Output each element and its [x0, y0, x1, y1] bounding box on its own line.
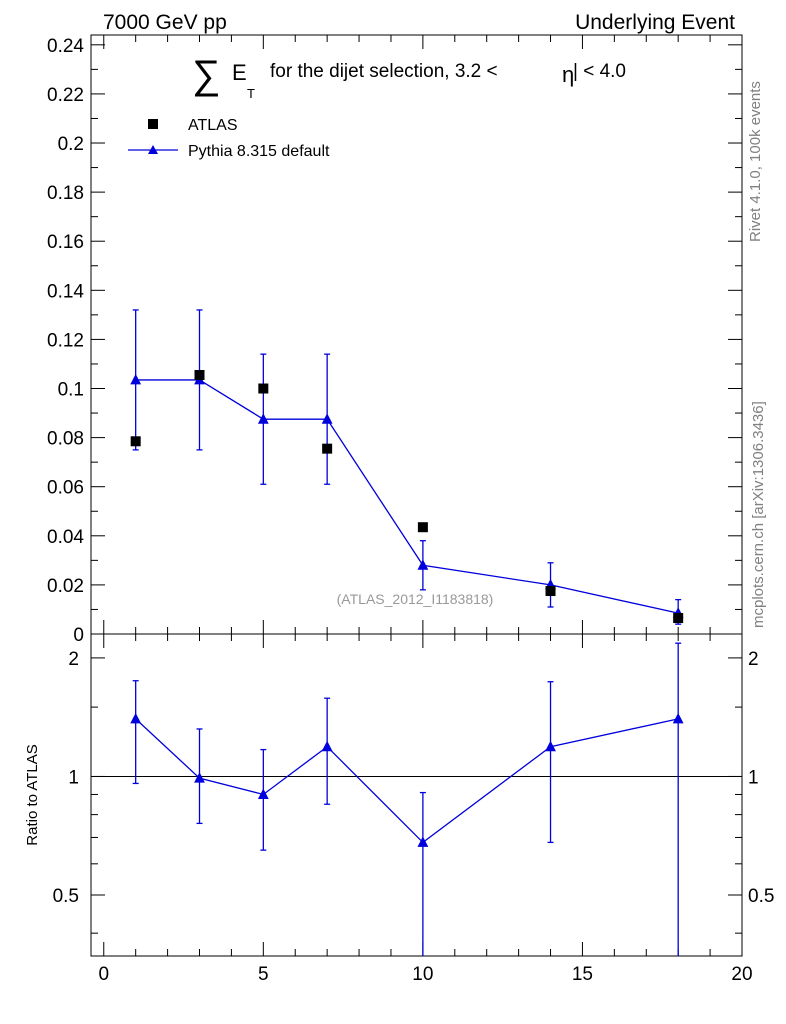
x-tick-label: 5	[258, 964, 269, 985]
atlas-series	[130, 370, 684, 624]
ratio-y-tick-label-right: 2	[748, 649, 759, 670]
side-label-mcplots: mcplots.cern.ch [arXiv:1306.3436]	[750, 401, 767, 628]
x-tick-label: 0	[98, 964, 109, 985]
ratio-point	[672, 712, 684, 724]
x-tick-label: 20	[731, 964, 752, 985]
main-y-tick-label: 0.12	[47, 330, 84, 351]
legend-pythia-label: Pythia 8.315 default	[188, 143, 330, 160]
main-y-tick-label: 0.08	[47, 429, 84, 450]
ratio-point	[194, 772, 205, 783]
atlas-point	[130, 436, 141, 447]
analysis-watermark: (ATLAS_2012_I1183818)	[337, 591, 494, 607]
ratio-line	[135, 718, 679, 844]
legend: ATLAS Pythia 8.315 default	[128, 117, 330, 160]
main-y-tick-label: 0.02	[47, 576, 84, 597]
legend-atlas-marker	[148, 119, 158, 129]
ratio-point	[257, 788, 269, 799]
chart-title: ∑ E T for the dijet selection, 3.2 < η |…	[192, 53, 626, 101]
ratio-y-tick-label: 1	[68, 767, 79, 788]
atlas-point	[258, 383, 269, 394]
atlas-point	[322, 443, 333, 454]
ratio-y-axis: 2 2 1 1 0.5 0.5	[53, 649, 774, 934]
x-tick-label: 15	[572, 964, 593, 985]
main-y-tick-label: 0.18	[47, 183, 84, 204]
legend-pythia-marker	[148, 145, 158, 154]
header-left: 7000 GeV pp	[103, 11, 227, 34]
x-axis: 0 5 10 15 20	[98, 35, 753, 985]
atlas-point	[545, 586, 556, 597]
main-y-tick-label: 0.2	[58, 134, 84, 155]
main-y-tick-label: 0.22	[47, 85, 84, 106]
ratio-point	[417, 836, 429, 847]
title-et-sub: T	[247, 86, 255, 101]
pythia-point	[257, 413, 269, 424]
ratio-series	[130, 642, 684, 956]
pythia-point	[417, 559, 429, 570]
side-label-rivet: Rivet 4.1.0, 100k events	[747, 81, 764, 242]
pythia-series	[130, 309, 684, 625]
ratio-point	[545, 740, 556, 752]
title-et: E	[232, 60, 247, 85]
main-y-axis: 0.24 0.22 0.2 0.18 0.16 0.14 0.12 0.1 0.08 0.06 0.…	[47, 36, 742, 646]
pythia-line	[135, 379, 679, 614]
atlas-point	[673, 613, 684, 624]
ratio-y-tick-label: 2	[68, 649, 79, 670]
main-y-tick-label: 0.14	[47, 281, 84, 302]
ratio-y-axis-label: Ratio to ATLAS	[24, 744, 41, 845]
title-sum-symbol: ∑	[192, 53, 221, 97]
ratio-y-tick-label: 0.5	[53, 886, 79, 907]
ratio-plot-frame	[90, 633, 743, 957]
main-y-tick-label: 0.04	[47, 527, 84, 548]
header-right: Underlying Event	[575, 11, 735, 34]
atlas-point	[417, 522, 428, 533]
legend-atlas-label: ATLAS	[188, 117, 238, 134]
main-y-tick-label: 0.1	[58, 380, 84, 401]
pythia-point	[130, 373, 142, 385]
pythia-point	[321, 413, 333, 424]
x-tick-label: 10	[412, 964, 433, 985]
ratio-point	[130, 712, 142, 724]
title-text: for the dijet selection, 3.2 <	[270, 61, 498, 82]
ratio-y-tick-label-right: 1	[748, 767, 759, 788]
main-y-tick-label: 0	[73, 625, 84, 646]
ratio-y-tick-label-right: 0.5	[748, 886, 774, 907]
main-y-tick-label: 0.06	[47, 478, 84, 499]
main-y-tick-label: 0.24	[47, 36, 84, 57]
ratio-point	[321, 740, 333, 752]
atlas-point	[194, 370, 205, 381]
title-eta: η	[562, 62, 574, 87]
main-y-tick-label: 0.16	[47, 232, 84, 253]
title-tail: | < 4.0	[573, 61, 626, 82]
